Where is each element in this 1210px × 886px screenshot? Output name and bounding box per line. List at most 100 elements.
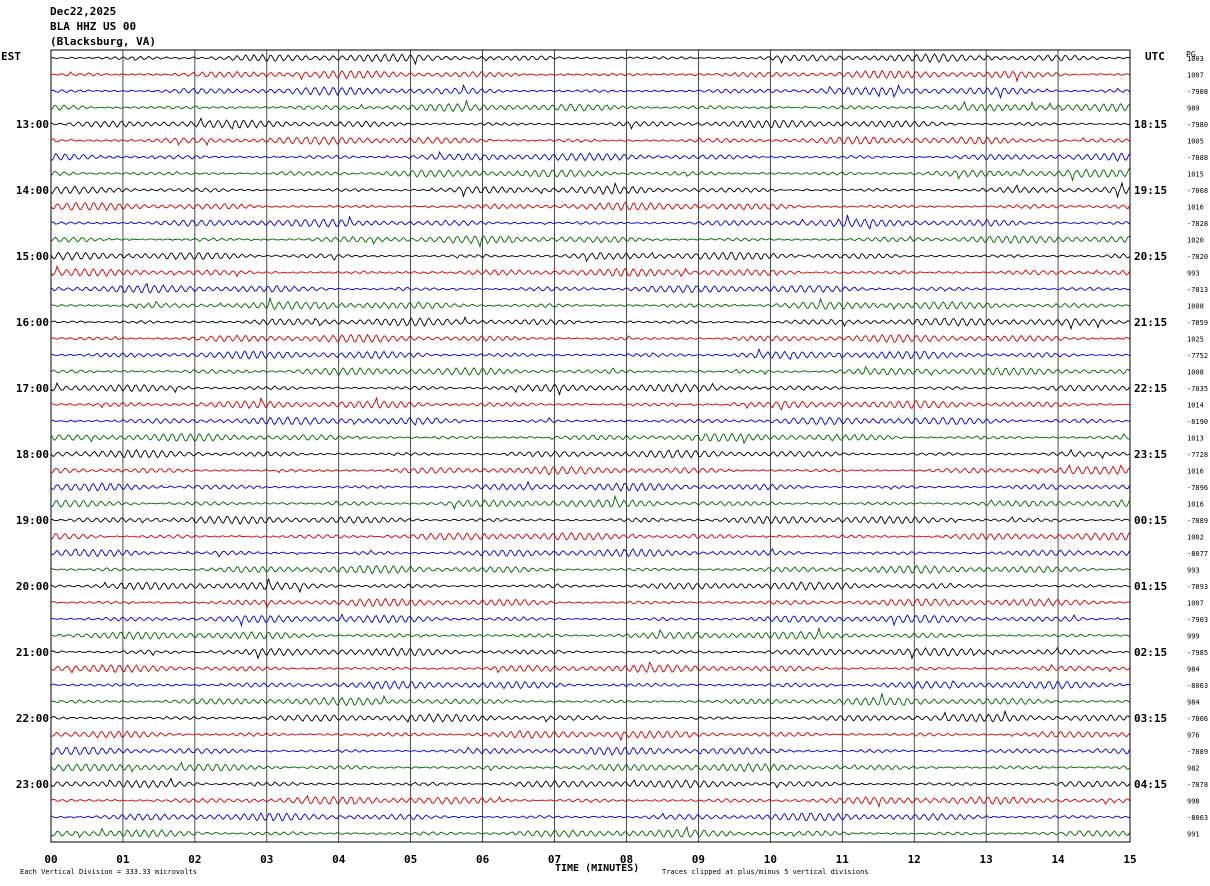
right-hour-label: 23:15 (1134, 448, 1167, 461)
trace-line (50, 83, 1130, 100)
trace-scale-value: 1003 (1187, 55, 1204, 63)
right-hour-label: 01:15 (1134, 580, 1167, 593)
trace-scale-value: -7888 (1187, 154, 1208, 162)
right-hour-label: 02:15 (1134, 646, 1167, 659)
trace-line (50, 181, 1130, 199)
trace-line (50, 548, 1130, 558)
left-axis-title: EST (1, 50, 21, 63)
record-date: Dec22,2025 (50, 5, 117, 18)
trace-line (50, 746, 1130, 756)
left-hour-label: 22:00 (16, 712, 49, 725)
trace-line (50, 825, 1130, 839)
trace-line (50, 480, 1130, 492)
trace-scale-value: -7980 (1187, 121, 1208, 129)
trace-line (50, 150, 1130, 162)
left-hour-label: 18:00 (16, 448, 49, 461)
trace-scale-value: 984 (1187, 699, 1200, 707)
trace-scale-value: -7008 (1187, 187, 1208, 195)
right-hour-label: 21:15 (1134, 316, 1167, 329)
trace-scale-value: 993 (1187, 270, 1200, 278)
clip-note: Traces clipped at plus/minus 5 vertical … (662, 868, 869, 876)
x-tick-label: 03 (260, 853, 273, 866)
trace-scale-value: -7893 (1187, 583, 1208, 591)
trace-line (50, 251, 1130, 263)
trace-scale-value: 993 (1187, 567, 1200, 575)
x-axis-title: TIME (MINUTES) (555, 863, 640, 874)
trace-scale-value: -8063 (1187, 682, 1208, 690)
x-tick-label: 09 (692, 853, 705, 866)
trace-scale-value: 989 (1187, 105, 1200, 113)
trace-line (50, 494, 1130, 511)
left-hour-label: 19:00 (16, 514, 49, 527)
trace-scale-value: -7889 (1187, 517, 1208, 525)
trace-scale-value: -7806 (1187, 715, 1208, 723)
right-hour-label: 00:15 (1134, 514, 1167, 527)
trace-scale-value: 991 (1187, 831, 1200, 839)
trace-scale-value: -8190 (1187, 418, 1208, 426)
right-hour-label: 19:15 (1134, 184, 1167, 197)
trace-scale-value: 1008 (1187, 369, 1204, 377)
trace-scale-value: 1007 (1187, 600, 1204, 608)
station-location: (Blacksburg, VA) (50, 35, 156, 48)
trace-scale-value: -7878 (1187, 781, 1208, 789)
left-hour-label: 15:00 (16, 250, 49, 263)
trace-line (50, 777, 1130, 789)
trace-scale-value: 1016 (1187, 501, 1204, 509)
trace-scale-value: 1007 (1187, 72, 1204, 80)
trace-line (50, 69, 1130, 83)
trace-line (50, 235, 1130, 249)
trace-line (50, 794, 1130, 809)
trace-line (50, 201, 1130, 212)
left-hour-label: 20:00 (16, 580, 49, 593)
trace-line (50, 597, 1130, 609)
x-tick-label: 02 (188, 853, 201, 866)
x-tick-label: 06 (476, 853, 490, 866)
trace-line (50, 463, 1130, 476)
trace-line (50, 396, 1130, 411)
trace-line (50, 578, 1130, 594)
trace-line (50, 646, 1130, 660)
trace-line (50, 215, 1130, 230)
trace-scale-value: -7820 (1187, 253, 1208, 261)
x-tick-label: 13 (980, 853, 993, 866)
trace-line (50, 135, 1130, 147)
left-hour-label: 21:00 (16, 646, 49, 659)
trace-line (50, 661, 1130, 674)
right-hour-label: 20:15 (1134, 250, 1167, 263)
trace-scale-value: 998 (1187, 798, 1200, 806)
trace-line (50, 626, 1130, 641)
right-axis-title: UTC (1145, 50, 1165, 63)
trace-scale-value: -8063 (1187, 814, 1208, 822)
trace-line (50, 416, 1130, 426)
trace-scale-value: -7903 (1187, 616, 1208, 624)
trace-line (50, 680, 1130, 690)
trace-scale-value: -7985 (1187, 649, 1208, 657)
x-tick-label: 07 (548, 853, 561, 866)
x-tick-label: 12 (908, 853, 921, 866)
left-hour-label: 23:00 (16, 778, 49, 791)
trace-line (50, 613, 1130, 628)
trace-scale-value: 1016 (1187, 468, 1204, 476)
trace-scale-value: -7908 (1187, 88, 1208, 96)
trace-scale-value: -7896 (1187, 484, 1208, 492)
right-hour-label: 04:15 (1134, 778, 1167, 791)
trace-scale-value: 976 (1187, 732, 1200, 740)
trace-line (50, 315, 1130, 331)
trace-scale-value: 999 (1187, 633, 1200, 641)
trace-scale-value: -7813 (1187, 286, 1208, 294)
right-hour-label: 18:15 (1134, 118, 1167, 131)
trace-line (50, 448, 1130, 460)
trace-scale-value: 982 (1187, 765, 1200, 773)
trace-line (50, 812, 1130, 822)
trace-scale-value: 1025 (1187, 336, 1204, 344)
trace-scale-value: 984 (1187, 666, 1200, 674)
left-hour-label: 17:00 (16, 382, 49, 395)
trace-scale-value: -7889 (1187, 748, 1208, 756)
right-hour-label: 03:15 (1134, 712, 1167, 725)
pg-label: PG (1186, 50, 1196, 59)
trace-scale-value: -7828 (1187, 220, 1208, 228)
trace-line (50, 515, 1130, 525)
left-hour-label: 16:00 (16, 316, 49, 329)
trace-line (50, 265, 1130, 278)
